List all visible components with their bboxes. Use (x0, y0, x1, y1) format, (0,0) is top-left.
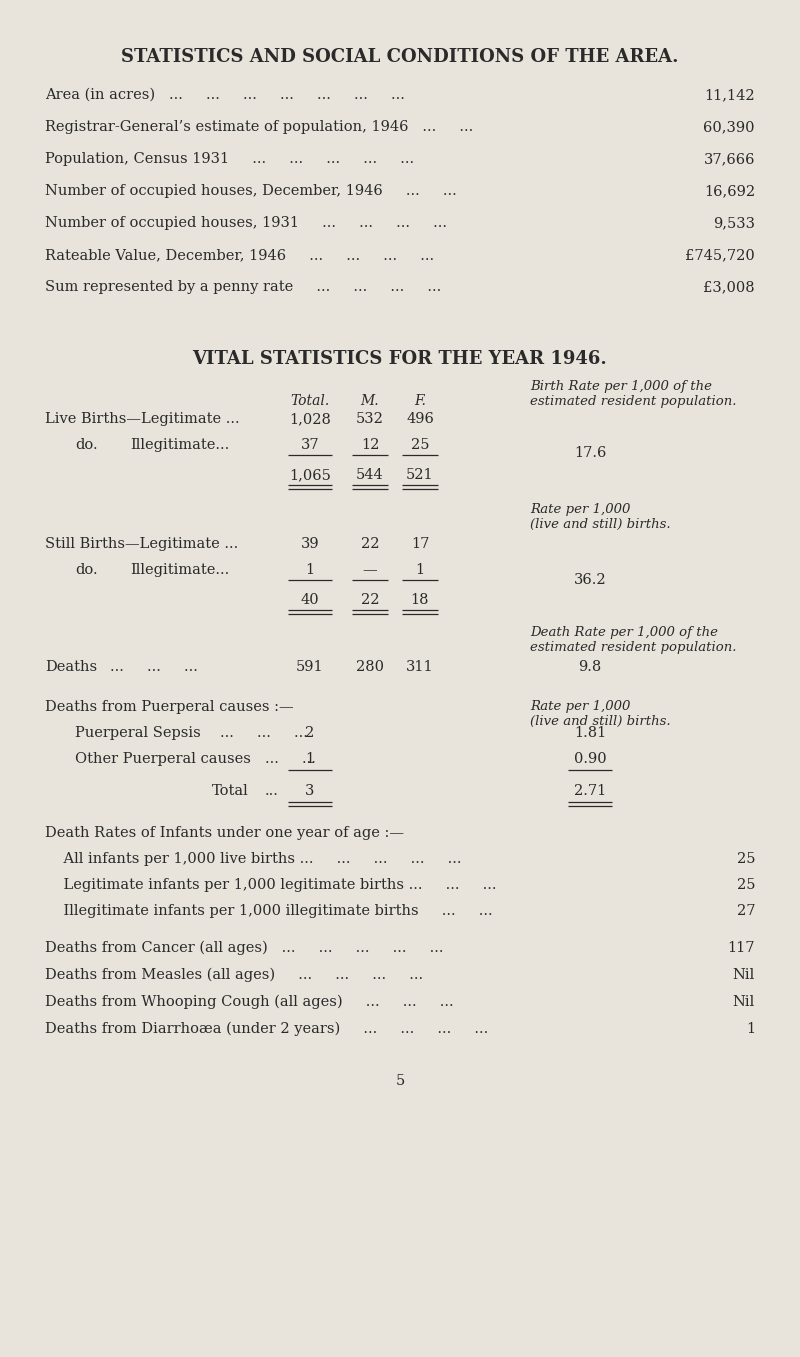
Text: 1: 1 (415, 563, 425, 577)
Text: 22: 22 (361, 593, 379, 607)
Text: Total.: Total. (290, 394, 330, 408)
Text: Illegitimate...: Illegitimate... (130, 563, 230, 577)
Text: Nil: Nil (733, 968, 755, 982)
Text: 1.81: 1.81 (574, 726, 606, 740)
Text: ...     ...     ...: ... ... ... (110, 660, 198, 674)
Text: 1: 1 (746, 1022, 755, 1035)
Text: 521: 521 (406, 468, 434, 482)
Text: Still Births—Legitimate ...: Still Births—Legitimate ... (45, 537, 238, 551)
Text: F.: F. (414, 394, 426, 408)
Text: Illegitimate...: Illegitimate... (130, 438, 230, 452)
Text: 532: 532 (356, 413, 384, 426)
Text: Live Births—Legitimate ...: Live Births—Legitimate ... (45, 413, 240, 426)
Text: Number of occupied houses, 1931     ...     ...     ...     ...: Number of occupied houses, 1931 ... ... … (45, 216, 447, 229)
Text: Population, Census 1931     ...     ...     ...     ...     ...: Population, Census 1931 ... ... ... ... … (45, 152, 414, 166)
Text: do.: do. (75, 563, 98, 577)
Text: 16,692: 16,692 (704, 185, 755, 198)
Text: M.: M. (361, 394, 379, 408)
Text: ...: ... (265, 784, 279, 798)
Text: Rate per 1,000: Rate per 1,000 (530, 700, 630, 712)
Text: 27: 27 (737, 904, 755, 917)
Text: 117: 117 (727, 940, 755, 955)
Text: Deaths from Puerperal causes :—: Deaths from Puerperal causes :— (45, 700, 294, 714)
Text: 22: 22 (361, 537, 379, 551)
Text: —: — (362, 563, 378, 577)
Text: Number of occupied houses, December, 1946     ...     ...: Number of occupied houses, December, 194… (45, 185, 457, 198)
Text: 2.71: 2.71 (574, 784, 606, 798)
Text: (live and still) births.: (live and still) births. (530, 518, 670, 531)
Text: Nil: Nil (733, 995, 755, 1010)
Text: Illegitimate infants per 1,000 illegitimate births     ...     ...: Illegitimate infants per 1,000 illegitim… (45, 904, 493, 917)
Text: estimated resident population.: estimated resident population. (530, 641, 737, 654)
Text: Rateable Value, December, 1946     ...     ...     ...     ...: Rateable Value, December, 1946 ... ... .… (45, 248, 434, 262)
Text: 5: 5 (395, 1073, 405, 1088)
Text: 40: 40 (301, 593, 319, 607)
Text: Birth Rate per 1,000 of the: Birth Rate per 1,000 of the (530, 380, 712, 394)
Text: Death Rates of Infants under one year of age :—: Death Rates of Infants under one year of… (45, 826, 404, 840)
Text: 1,065: 1,065 (289, 468, 331, 482)
Text: 36.2: 36.2 (574, 573, 606, 588)
Text: STATISTICS AND SOCIAL CONDITIONS OF THE AREA.: STATISTICS AND SOCIAL CONDITIONS OF THE … (122, 47, 678, 66)
Text: Rate per 1,000: Rate per 1,000 (530, 503, 630, 516)
Text: Deaths from Diarrhoæa (under 2 years)     ...     ...     ...     ...: Deaths from Diarrhoæa (under 2 years) ..… (45, 1022, 488, 1037)
Text: 11,142: 11,142 (704, 88, 755, 102)
Text: 60,390: 60,390 (703, 119, 755, 134)
Text: £3,008: £3,008 (703, 280, 755, 294)
Text: 1: 1 (306, 563, 314, 577)
Text: 1: 1 (306, 752, 314, 765)
Text: 311: 311 (406, 660, 434, 674)
Text: 25: 25 (410, 438, 430, 452)
Text: Area (in acres)   ...     ...     ...     ...     ...     ...     ...: Area (in acres) ... ... ... ... ... ... … (45, 88, 405, 102)
Text: Other Puerperal causes: Other Puerperal causes (75, 752, 251, 765)
Text: 17: 17 (411, 537, 429, 551)
Text: 3: 3 (306, 784, 314, 798)
Text: 25: 25 (737, 852, 755, 866)
Text: 39: 39 (301, 537, 319, 551)
Text: 1,028: 1,028 (289, 413, 331, 426)
Text: Deaths from Measles (all ages)     ...     ...     ...     ...: Deaths from Measles (all ages) ... ... .… (45, 968, 423, 982)
Text: Death Rate per 1,000 of the: Death Rate per 1,000 of the (530, 626, 718, 639)
Text: £745,720: £745,720 (686, 248, 755, 262)
Text: 0.90: 0.90 (574, 752, 606, 765)
Text: estimated resident population.: estimated resident population. (530, 395, 737, 408)
Text: 37,666: 37,666 (703, 152, 755, 166)
Text: 2: 2 (306, 726, 314, 740)
Text: 9,533: 9,533 (713, 216, 755, 229)
Text: Registrar-General’s estimate of population, 1946   ...     ...: Registrar-General’s estimate of populati… (45, 119, 474, 134)
Text: ...     ...     ...: ... ... ... (220, 726, 308, 740)
Text: do.: do. (75, 438, 98, 452)
Text: Puerperal Sepsis: Puerperal Sepsis (75, 726, 201, 740)
Text: Deaths: Deaths (45, 660, 97, 674)
Text: (live and still) births.: (live and still) births. (530, 715, 670, 727)
Text: 496: 496 (406, 413, 434, 426)
Text: ...     ...: ... ... (265, 752, 316, 765)
Text: 280: 280 (356, 660, 384, 674)
Text: Deaths from Cancer (all ages)   ...     ...     ...     ...     ...: Deaths from Cancer (all ages) ... ... ..… (45, 940, 443, 955)
Text: 544: 544 (356, 468, 384, 482)
Text: Legitimate infants per 1,000 legitimate births ...     ...     ...: Legitimate infants per 1,000 legitimate … (45, 878, 497, 892)
Text: 18: 18 (410, 593, 430, 607)
Text: 9.8: 9.8 (578, 660, 602, 674)
Text: VITAL STATISTICS FOR THE YEAR 1946.: VITAL STATISTICS FOR THE YEAR 1946. (193, 350, 607, 368)
Text: Total: Total (212, 784, 248, 798)
Text: 25: 25 (737, 878, 755, 892)
Text: 37: 37 (301, 438, 319, 452)
Text: Sum represented by a penny rate     ...     ...     ...     ...: Sum represented by a penny rate ... ... … (45, 280, 442, 294)
Text: 591: 591 (296, 660, 324, 674)
Text: 12: 12 (361, 438, 379, 452)
Text: 17.6: 17.6 (574, 446, 606, 460)
Text: All infants per 1,000 live births ...     ...     ...     ...     ...: All infants per 1,000 live births ... ..… (45, 852, 462, 866)
Text: Deaths from Whooping Cough (all ages)     ...     ...     ...: Deaths from Whooping Cough (all ages) ..… (45, 995, 454, 1010)
